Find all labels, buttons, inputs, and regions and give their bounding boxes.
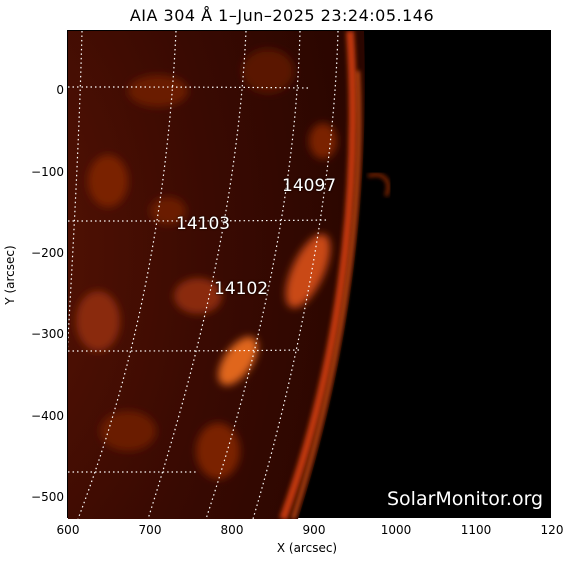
active-regions (76, 49, 337, 479)
y-tick-label: −400 (31, 409, 64, 423)
solar-image-frame (67, 30, 551, 519)
x-tick-label: 700 (138, 523, 162, 537)
prominence (367, 172, 391, 197)
y-tick-label: −300 (31, 327, 64, 341)
x-axis-label: X (arcsec) (276, 541, 338, 555)
plot-title: AIA 304 Å 1–Jun–2025 23:24:05.146 (129, 6, 435, 25)
active-region-label: 14103 (176, 214, 231, 234)
y-tick-label: 0 (56, 83, 64, 97)
x-tick-label: 900 (302, 523, 326, 537)
solar-image (68, 31, 391, 519)
active-region-label: 14097 (282, 176, 337, 196)
y-axis-label: Y (arcsec) (3, 245, 17, 305)
y-tick-label: −200 (31, 246, 64, 260)
coordinate-grid (68, 31, 339, 519)
solar-limb (279, 31, 357, 519)
x-tick-label: 1100 (460, 523, 492, 537)
y-tick-label: −100 (31, 165, 64, 179)
watermark: SolarMonitor.org (387, 488, 544, 510)
x-tick-label: 120 (540, 523, 564, 537)
x-tick-label: 1000 (380, 523, 412, 537)
x-tick-label: 800 (220, 523, 244, 537)
y-tick-label: −500 (31, 490, 64, 504)
x-tick-label: 600 (56, 523, 80, 537)
active-region-label: 14102 (214, 279, 269, 299)
